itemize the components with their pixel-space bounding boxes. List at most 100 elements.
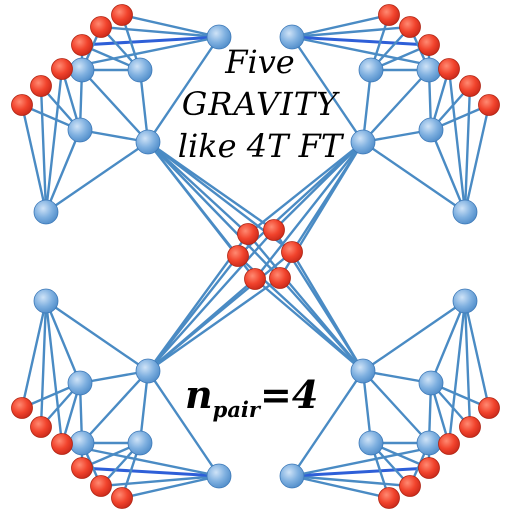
graph-edge-bottom-left	[146, 369, 221, 478]
graph-edge-top-right	[290, 13, 391, 39]
red-node-bottom-right	[418, 457, 440, 479]
red-node-top-left	[111, 4, 133, 26]
red-node-top-right	[478, 94, 500, 116]
blue-node-bottom-left	[69, 430, 95, 456]
graph-edge-bottom-left	[44, 299, 82, 385]
red-node-top-right	[459, 75, 481, 97]
blue-node-top-left	[135, 129, 161, 155]
red-node-top-left	[51, 58, 73, 80]
npair-subscript: pair	[212, 397, 260, 422]
graph-edge-top-left	[44, 67, 64, 214]
red-node-center	[269, 267, 291, 289]
blue-node-bottom-left	[135, 358, 161, 384]
red-node-bottom-left	[111, 487, 133, 509]
graph-edge-top-right	[361, 68, 431, 144]
graph-edge-bottom-right	[463, 299, 491, 410]
graph-edge-bottom-right	[361, 299, 467, 373]
hub-to-center-edge	[253, 140, 365, 281]
blue-node-bottom-right	[416, 430, 442, 456]
blue-node-top-right	[279, 24, 305, 50]
graph-edge-bottom-right	[290, 369, 365, 478]
graph-edge-top-left	[44, 140, 150, 214]
blue-node-bottom-left	[33, 288, 59, 314]
graph-edge-top-left	[99, 25, 221, 39]
graph-edge-top-right	[463, 103, 491, 214]
graph-edge-bottom-left	[20, 299, 48, 410]
red-node-bottom-left	[51, 433, 73, 455]
npair-value: =4	[259, 372, 319, 417]
blue-node-bottom-right	[358, 430, 384, 456]
graph-edge-bottom-left	[99, 474, 221, 488]
graph-edge-top-left	[80, 35, 221, 47]
graph-edge-bottom-right	[463, 299, 472, 429]
red-node-top-left	[30, 75, 52, 97]
title-line-2: GRAVITY	[181, 85, 339, 123]
red-node-top-left	[11, 94, 33, 116]
blue-node-bottom-left	[206, 463, 232, 489]
graph-edge-top-left	[44, 128, 82, 214]
graph-edges	[20, 13, 491, 500]
graph-edge-bottom-left	[39, 299, 48, 429]
blue-node-top-right	[416, 57, 442, 83]
blue-node-top-right	[452, 199, 478, 225]
blue-node-bottom-right	[418, 370, 444, 396]
hub-to-center-edge	[146, 276, 282, 373]
hub-to-center-edge	[246, 140, 365, 236]
red-node-bottom-right	[438, 433, 460, 455]
hub-to-center-edge	[290, 250, 365, 373]
blue-node-bottom-right	[452, 288, 478, 314]
red-node-bottom-left	[11, 397, 33, 419]
graph-edge-top-right	[290, 25, 412, 39]
graph-edge-top-left	[20, 103, 48, 214]
blue-node-bottom-right	[350, 358, 376, 384]
blue-node-top-left	[127, 57, 153, 83]
red-node-top-right	[418, 34, 440, 56]
red-node-top-right	[438, 58, 460, 80]
graph-edge-bottom-left	[44, 299, 150, 373]
red-node-bottom-left	[90, 475, 112, 497]
red-node-top-right	[399, 16, 421, 38]
graph-edge-top-left	[80, 68, 150, 144]
graph-edge-bottom-left	[80, 466, 221, 478]
hub-to-center-edge	[146, 228, 276, 373]
graph-edge-top-right	[429, 128, 467, 214]
title-line-1: Five	[225, 43, 295, 81]
red-node-center	[237, 223, 259, 245]
blue-node-bottom-left	[67, 370, 93, 396]
hub-to-center-edge	[278, 276, 365, 373]
graph-nodes	[11, 4, 500, 509]
red-node-bottom-right	[478, 397, 500, 419]
graph-edge-bottom-right	[290, 474, 412, 488]
npair-label: npair=4	[185, 372, 335, 422]
graph-edge-top-left	[120, 13, 221, 39]
blue-node-top-left	[67, 117, 93, 143]
red-node-top-left	[90, 16, 112, 38]
blue-node-top-right	[358, 57, 384, 83]
graph-edge-bottom-left	[80, 369, 150, 445]
graph-edge-top-left	[39, 84, 48, 214]
red-node-bottom-right	[399, 475, 421, 497]
blue-node-top-left	[206, 24, 232, 50]
blue-node-top-left	[33, 199, 59, 225]
hub-to-center-edge	[146, 140, 282, 280]
red-node-bottom-right	[378, 487, 400, 509]
red-node-top-right	[378, 4, 400, 26]
hub-to-center-edge	[236, 140, 365, 258]
red-node-center	[281, 241, 303, 263]
graph-edge-top-right	[463, 84, 472, 214]
graph-edge-bottom-right	[429, 299, 467, 385]
graph-edge-top-right	[290, 35, 365, 144]
graph-edge-bottom-left	[120, 474, 221, 500]
npair-n: n	[185, 372, 213, 417]
graph-edge-top-right	[290, 35, 431, 47]
graph-edge-bottom-right	[290, 474, 391, 500]
hub-to-center-edge	[146, 140, 250, 236]
red-node-bottom-left	[30, 416, 52, 438]
blue-node-top-left	[69, 57, 95, 83]
blue-node-top-right	[418, 117, 444, 143]
graph-edge-top-left	[146, 35, 221, 144]
red-node-bottom-left	[71, 457, 93, 479]
hub-to-center-edge	[146, 277, 257, 373]
graph-edge-bottom-right	[290, 466, 431, 478]
